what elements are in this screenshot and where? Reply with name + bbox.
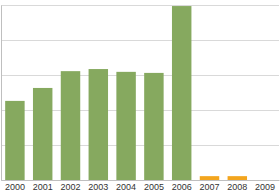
x-tick: 2005 bbox=[144, 180, 164, 192]
grid-line bbox=[1, 40, 279, 41]
grid-line bbox=[1, 180, 279, 181]
grid-line bbox=[1, 75, 279, 76]
x-tick-label: 2002 bbox=[60, 182, 80, 192]
x-tick: 2007 bbox=[199, 180, 219, 192]
grid-line bbox=[1, 5, 279, 6]
bar bbox=[144, 73, 163, 180]
x-tick-label: 2006 bbox=[172, 182, 192, 192]
bar bbox=[61, 71, 80, 180]
x-tick: 2001 bbox=[33, 180, 53, 192]
x-tick-label: 2001 bbox=[33, 182, 53, 192]
bar bbox=[5, 101, 24, 180]
x-tick: 2004 bbox=[116, 180, 136, 192]
x-tick: 2008 bbox=[227, 180, 247, 192]
x-tick: 2003 bbox=[88, 180, 108, 192]
chart: 2000 2001 2002 2003 2004 2005 2006 2007 2008 2009 bbox=[0, 0, 280, 195]
x-axis: 2000 2001 2002 2003 2004 2005 2006 2007 2008 2009 bbox=[2, 180, 280, 192]
x-tick: 2002 bbox=[60, 180, 80, 192]
bar bbox=[172, 6, 191, 180]
plot: 2000 2001 2002 2003 2004 2005 2006 2007 2008 2009 bbox=[1, 6, 280, 193]
x-tick-label: 2003 bbox=[88, 182, 108, 192]
x-tick-label: 2008 bbox=[227, 182, 247, 192]
x-tick: 2006 bbox=[172, 180, 192, 192]
x-axis-line bbox=[2, 180, 280, 181]
grid bbox=[1, 6, 279, 181]
bar bbox=[89, 69, 108, 180]
y-axis bbox=[1, 6, 3, 181]
y-axis-line bbox=[1, 6, 2, 181]
x-tick-label: 2000 bbox=[5, 182, 25, 192]
x-tick-label: 2004 bbox=[116, 182, 136, 192]
x-tick: 2000 bbox=[5, 180, 25, 192]
bar bbox=[255, 180, 274, 181]
x-tick-label: 2005 bbox=[144, 182, 164, 192]
x-tick: 2009 bbox=[255, 180, 275, 192]
bar bbox=[116, 72, 135, 180]
bar bbox=[200, 176, 219, 180]
bar bbox=[228, 176, 247, 180]
bars bbox=[5, 6, 247, 180]
bar bbox=[33, 88, 52, 180]
x-tick-label: 2009 bbox=[255, 182, 275, 192]
x-tick-label: 2007 bbox=[199, 182, 219, 192]
